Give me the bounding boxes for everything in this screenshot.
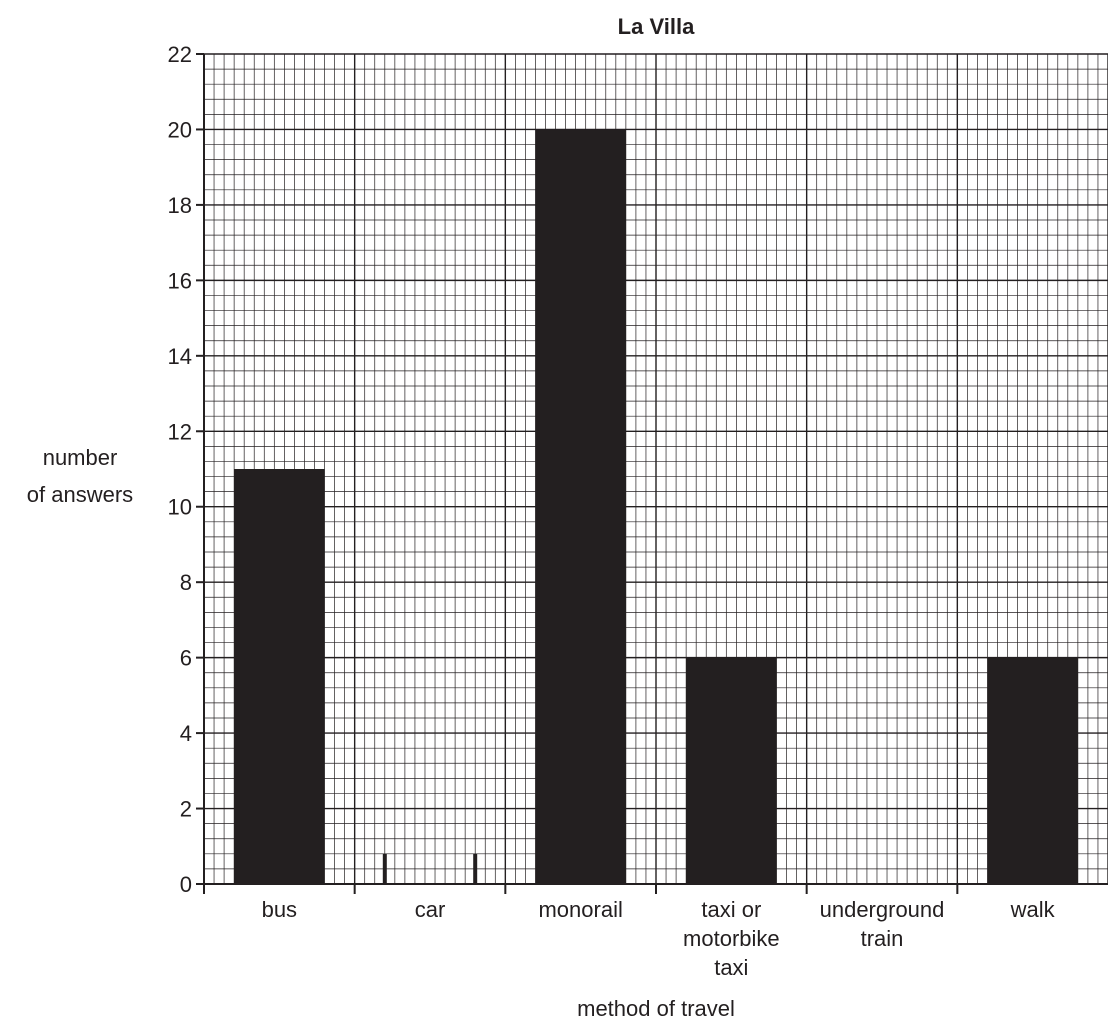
chart-bars bbox=[234, 129, 1078, 885]
car-marker-left bbox=[382, 853, 387, 884]
x-tick-label-line: taxi or bbox=[701, 897, 761, 922]
y-axis-title-line-2: of answers bbox=[27, 482, 133, 507]
y-tick-label: 8 bbox=[180, 570, 192, 595]
y-tick-label: 18 bbox=[168, 193, 192, 218]
chart-axes bbox=[196, 53, 1108, 894]
x-tick-label-bus: bus bbox=[262, 897, 297, 922]
y-tick-label: 0 bbox=[180, 872, 192, 897]
chart-labels: 0 2 4 6 8 10 12 14 16 18 20 22 bus car monorail taxi or… bbox=[168, 42, 1056, 980]
bar-taxi-or-motorbike-taxi bbox=[686, 657, 777, 884]
chart-grid bbox=[203, 53, 1108, 885]
y-tick-label: 6 bbox=[180, 646, 192, 671]
x-tick-label-walk: walk bbox=[1010, 897, 1056, 922]
x-tick-label-car: car bbox=[415, 897, 446, 922]
y-tick-label: 2 bbox=[180, 797, 192, 822]
x-tick-label-line: monorail bbox=[538, 897, 622, 922]
bar-walk bbox=[987, 657, 1078, 884]
x-tick-label-line: underground bbox=[820, 897, 945, 922]
x-tick-label-underground-train: underground train bbox=[820, 897, 945, 951]
x-tick-label-line: bus bbox=[262, 897, 297, 922]
y-tick-label: 12 bbox=[168, 419, 192, 444]
x-tick-label-monorail: monorail bbox=[538, 897, 622, 922]
x-axis-title: method of travel bbox=[577, 996, 735, 1021]
car-marker-right bbox=[473, 853, 478, 884]
y-axis-title-line-1: number bbox=[43, 445, 118, 470]
bar-monorail bbox=[535, 129, 626, 885]
y-tick-label: 10 bbox=[168, 495, 192, 520]
y-tick-label: 22 bbox=[168, 42, 192, 67]
x-tick-label-line: motorbike bbox=[683, 926, 780, 951]
x-tick-label-line: car bbox=[415, 897, 446, 922]
x-tick-label-line: taxi bbox=[714, 955, 748, 980]
chart-title: La Villa bbox=[618, 14, 695, 39]
x-tick-label-taxi-or-motorbike-taxi: taxi or motorbike taxi bbox=[683, 897, 780, 980]
x-tick-label-line: walk bbox=[1010, 897, 1056, 922]
y-tick-label: 16 bbox=[168, 268, 192, 293]
y-tick-label: 4 bbox=[180, 721, 192, 746]
y-tick-label: 14 bbox=[168, 344, 192, 369]
x-tick-label-line: train bbox=[861, 926, 904, 951]
bar-bus bbox=[234, 469, 325, 884]
y-tick-label: 20 bbox=[168, 117, 192, 142]
